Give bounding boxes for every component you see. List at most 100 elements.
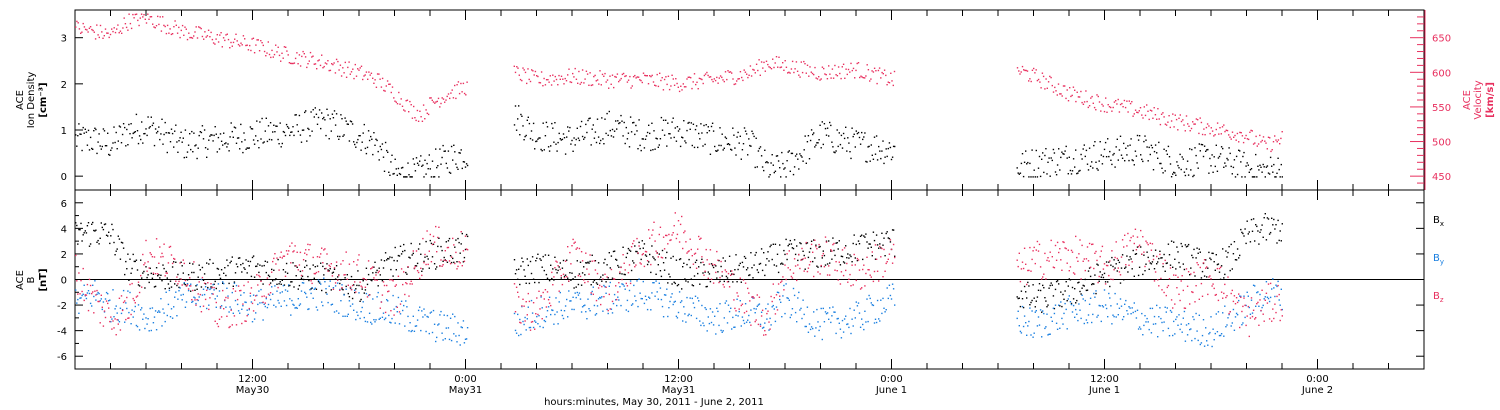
bz-point: [291, 242, 293, 244]
velocity-point: [864, 77, 866, 79]
by-point: [554, 313, 556, 316]
by-point: [594, 314, 597, 316]
density-point: [541, 150, 543, 152]
by-point: [126, 307, 128, 310]
bz-point: [1080, 278, 1082, 280]
bz-point: [1159, 253, 1161, 256]
bx-point: [449, 255, 452, 257]
by-point: [143, 313, 145, 315]
bx-point: [618, 266, 620, 268]
bx-point: [375, 271, 377, 274]
bx-point: [392, 275, 394, 277]
density-point: [88, 149, 91, 151]
density-point: [654, 148, 656, 150]
density-point: [198, 134, 200, 137]
bz-point: [424, 253, 426, 256]
bz-point: [1220, 291, 1223, 293]
by-point: [353, 309, 355, 311]
bx-point: [1172, 266, 1174, 268]
by-point: [733, 326, 735, 328]
velocity-point: [1234, 134, 1236, 137]
velocity-point: [454, 84, 456, 87]
bx-point: [268, 275, 271, 278]
bx-point: [1180, 242, 1182, 245]
by-point: [780, 301, 782, 303]
velocity-point: [275, 44, 277, 46]
bz-point: [410, 280, 412, 282]
bz-point: [420, 267, 422, 269]
bx-point: [532, 278, 535, 280]
bz-point: [523, 305, 525, 307]
density-point: [843, 137, 846, 140]
velocity-point: [861, 76, 863, 78]
bx-point: [459, 252, 461, 254]
by-point: [742, 319, 745, 322]
velocity-point: [258, 50, 261, 52]
by-point: [1061, 317, 1063, 320]
density-point: [890, 158, 893, 161]
bz-point: [1179, 299, 1181, 302]
bz-point: [644, 250, 647, 253]
velocity-point: [713, 78, 715, 80]
bx-point: [257, 263, 259, 265]
by-point: [764, 322, 766, 324]
bx-point: [1138, 266, 1141, 268]
by-point: [296, 307, 298, 309]
density-point: [1130, 138, 1132, 140]
by-point: [772, 304, 774, 307]
bx-point: [681, 288, 683, 290]
density-point: [457, 168, 459, 170]
density-point: [224, 143, 226, 145]
bx-point: [150, 272, 152, 275]
bz-point: [1123, 246, 1125, 248]
density-point: [812, 133, 814, 136]
bx-point: [761, 269, 764, 272]
by-point: [98, 292, 100, 295]
bz-point: [786, 253, 788, 255]
density-point: [830, 124, 832, 127]
bx-point: [530, 272, 533, 275]
by-point: [284, 289, 287, 291]
bz-point: [1232, 300, 1235, 303]
by-point: [120, 312, 123, 315]
bz-point: [1096, 259, 1098, 262]
bx-point: [1093, 283, 1095, 285]
bz-point: [1088, 242, 1091, 245]
by-point: [1019, 330, 1022, 333]
velocity-point: [685, 86, 687, 88]
velocity-point: [386, 80, 389, 82]
bz-point: [515, 286, 518, 288]
by-point: [1163, 321, 1165, 323]
density-point: [302, 129, 305, 131]
bz-point: [215, 301, 217, 304]
velocity-point: [873, 67, 876, 69]
bx-point: [444, 259, 446, 261]
by-point: [1143, 324, 1145, 327]
bz-point: [233, 315, 236, 317]
bx-point: [395, 269, 397, 271]
bz-point: [384, 311, 387, 314]
velocity-point: [1065, 97, 1067, 100]
density-point: [442, 144, 444, 147]
bz-point: [176, 276, 178, 278]
by-point: [894, 304, 896, 306]
bz-point: [591, 260, 593, 262]
bz-point: [671, 234, 673, 236]
velocity-point: [691, 87, 693, 90]
bz-point: [264, 302, 266, 304]
bx-point: [786, 258, 788, 261]
density-point: [389, 174, 391, 176]
by-point: [449, 317, 452, 319]
bx-point: [1035, 300, 1037, 302]
bz-point: [695, 267, 698, 269]
bz-point: [830, 249, 832, 251]
density-point: [1240, 161, 1242, 163]
bz-point: [1056, 241, 1059, 244]
bx-point: [437, 245, 439, 248]
density-point: [1225, 165, 1227, 167]
bx-point: [1027, 281, 1029, 284]
bx-point: [242, 262, 244, 265]
density-point: [1109, 150, 1111, 153]
velocity-point: [246, 44, 248, 46]
